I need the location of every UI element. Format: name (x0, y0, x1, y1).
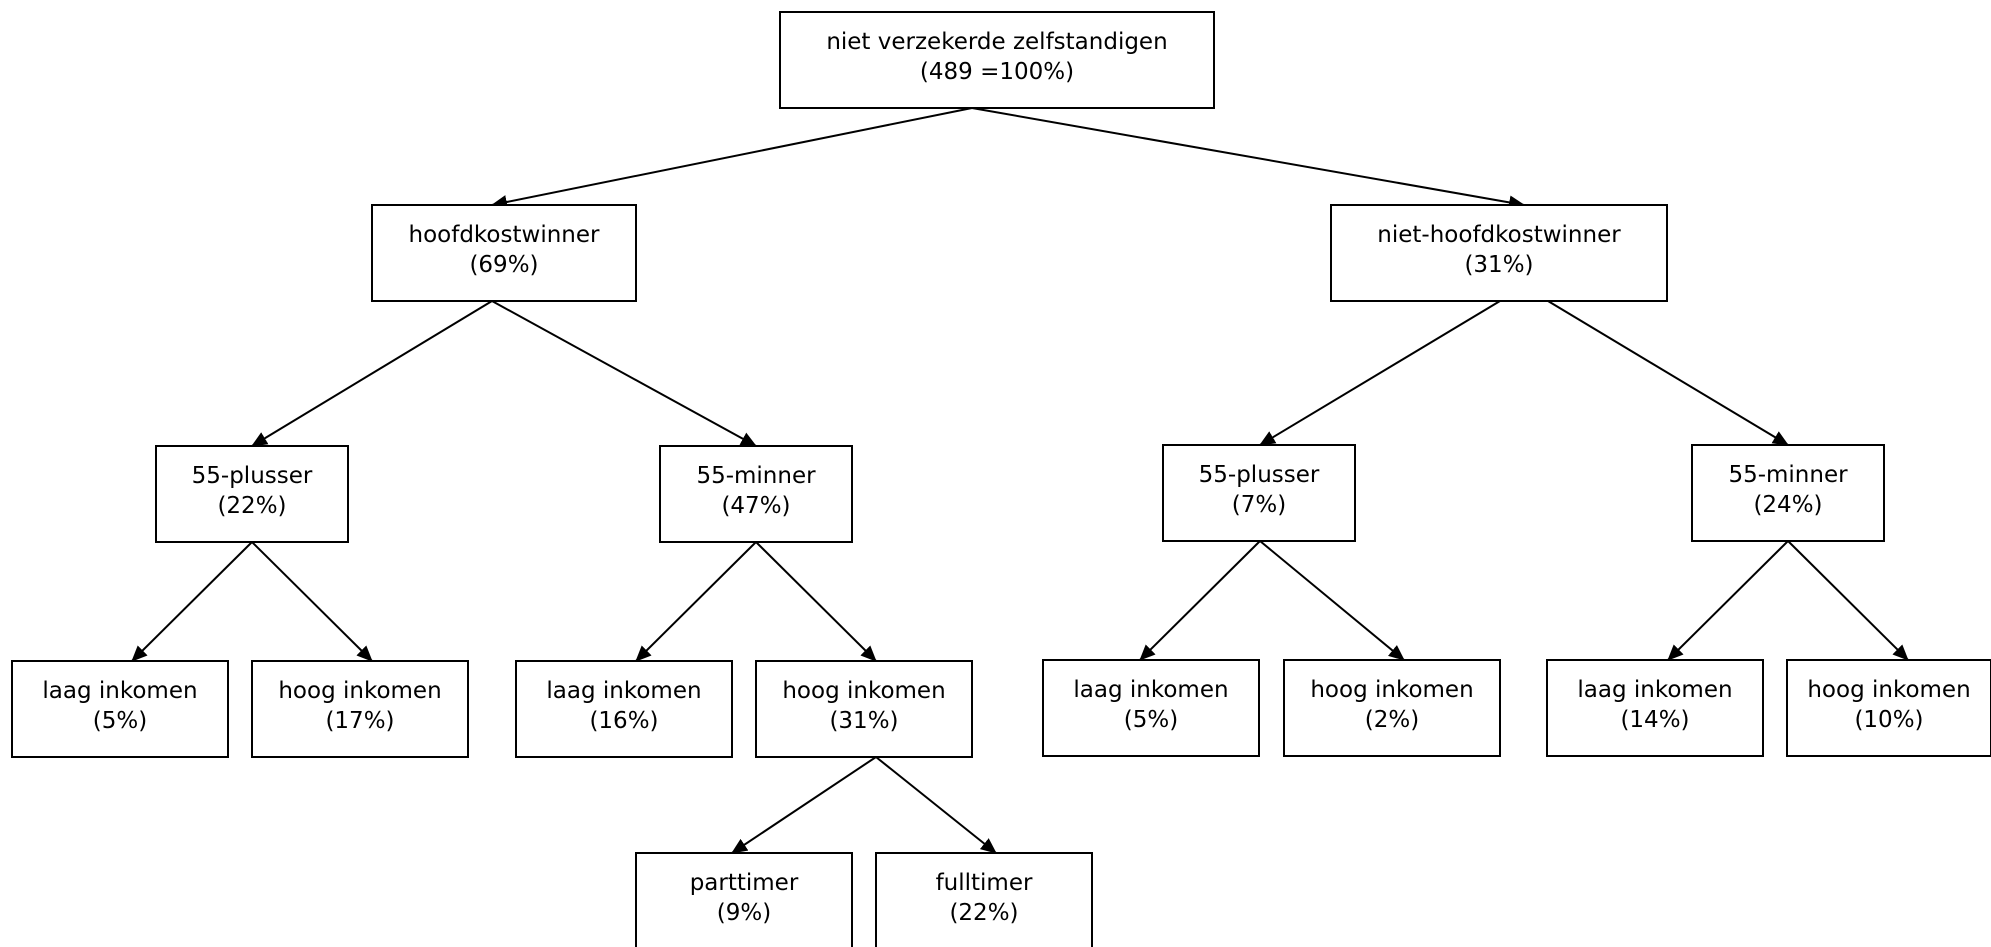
node-label: hoog inkomen (782, 678, 945, 704)
edge-hk-min-hoog-to-parttimer (731, 756, 877, 854)
node-value: (69%) (469, 252, 538, 278)
node-box (1042, 659, 1260, 757)
node-value: (47%) (721, 493, 790, 519)
node-label: niet verzekerde zelfstandigen (826, 29, 1167, 55)
node-box (659, 445, 853, 543)
node-hk-plus-laag: laag inkomen (5%) (11, 660, 229, 758)
node-label: hoog inkomen (1807, 677, 1970, 703)
node-value: (489 =100%) (920, 59, 1074, 85)
nodes-layer: niet verzekerde zelfstandigen (489 =100%)… (11, 11, 1991, 947)
edge-hk-55-minner-to-hk-min-laag (635, 541, 757, 662)
node-box (779, 11, 1215, 109)
edge-hoofdkostwinner-to-hk-55-plusser (251, 300, 493, 447)
node-nhk-plus-hoog: hoog inkomen (2%) (1283, 659, 1501, 757)
node-box (635, 852, 853, 947)
edge-niet-hoofdkostwinner-to-nhk-55-minner (1547, 300, 1789, 446)
edge-nhk-55-plusser-to-nhk-plus-laag (1139, 540, 1261, 661)
node-box (515, 660, 733, 758)
node-value: (31%) (829, 708, 898, 734)
node-niet-hoofdkostwinner: niet-hoofdkostwinner (31%) (1330, 204, 1668, 302)
node-value: (7%) (1232, 492, 1286, 518)
node-label: laag inkomen (42, 678, 197, 704)
node-hoofdkostwinner: hoofdkostwinner (69%) (371, 204, 637, 302)
node-value: (9%) (717, 900, 771, 926)
node-box (1546, 659, 1764, 757)
node-nhk-55-minner: 55-minner (24%) (1691, 444, 1885, 542)
node-nhk-min-hoog: hoog inkomen (10%) (1786, 659, 1991, 757)
edge-hk-55-plusser-to-hk-plus-laag (131, 541, 253, 662)
node-box (1786, 659, 1991, 757)
node-hk-min-hoog: hoog inkomen (31%) (755, 660, 973, 758)
node-box (1330, 204, 1668, 302)
node-value: (22%) (217, 493, 286, 519)
node-nhk-plus-laag: laag inkomen (5%) (1042, 659, 1260, 757)
edge-nhk-55-plusser-to-nhk-plus-hoog (1259, 540, 1405, 661)
node-label: hoofdkostwinner (409, 222, 600, 248)
node-box (11, 660, 229, 758)
node-box (1283, 659, 1501, 757)
node-label: 55-plusser (1199, 462, 1320, 488)
node-fulltimer: fulltimer (22%) (875, 852, 1093, 947)
node-value: (5%) (93, 708, 147, 734)
node-nhk-55-plusser: 55-plusser (7%) (1162, 444, 1356, 542)
edge-hk-55-plusser-to-hk-plus-hoog (251, 541, 373, 662)
node-label: fulltimer (936, 870, 1033, 896)
node-label: laag inkomen (546, 678, 701, 704)
node-nhk-min-laag: laag inkomen (14%) (1546, 659, 1764, 757)
node-label: hoog inkomen (1310, 677, 1473, 703)
node-label: hoog inkomen (278, 678, 441, 704)
node-root: niet verzekerde zelfstandigen (489 =100%) (779, 11, 1215, 109)
node-label: 55-plusser (192, 463, 313, 489)
node-value: (10%) (1854, 707, 1923, 733)
node-box (875, 852, 1093, 947)
edge-root-to-hoofdkostwinner (491, 107, 973, 209)
node-label: 55-minner (696, 463, 816, 489)
node-label: 55-minner (1728, 462, 1848, 488)
edge-hoofdkostwinner-to-hk-55-minner (491, 300, 757, 447)
node-box (251, 660, 469, 758)
node-value: (14%) (1620, 707, 1689, 733)
node-value: (24%) (1753, 492, 1822, 518)
node-hk-55-plusser: 55-plusser (22%) (155, 445, 349, 543)
node-box (1691, 444, 1885, 542)
node-value: (16%) (589, 708, 658, 734)
node-box (755, 660, 973, 758)
edge-hk-min-hoog-to-fulltimer (875, 756, 997, 854)
node-value: (17%) (325, 708, 394, 734)
edge-root-to-niet-hoofdkostwinner (971, 107, 1525, 210)
node-parttimer: parttimer (9%) (635, 852, 853, 947)
edge-niet-hoofdkostwinner-to-nhk-55-plusser (1259, 300, 1501, 446)
node-hk-plus-hoog: hoog inkomen (17%) (251, 660, 469, 758)
node-value: (5%) (1124, 707, 1178, 733)
node-value: (22%) (949, 900, 1018, 926)
edge-hk-55-minner-to-hk-min-hoog (755, 541, 877, 662)
node-box (155, 445, 349, 543)
edge-nhk-55-minner-to-nhk-min-laag (1667, 540, 1789, 661)
node-hk-55-minner: 55-minner (47%) (659, 445, 853, 543)
node-hk-min-laag: laag inkomen (16%) (515, 660, 733, 758)
node-label: niet-hoofdkostwinner (1377, 222, 1621, 248)
edge-nhk-55-minner-to-nhk-min-hoog (1787, 540, 1909, 661)
node-label: laag inkomen (1577, 677, 1732, 703)
node-box (1162, 444, 1356, 542)
node-box (371, 204, 637, 302)
node-value: (31%) (1464, 252, 1533, 278)
edges-layer (131, 107, 1909, 854)
node-value: (2%) (1365, 707, 1419, 733)
node-label: parttimer (690, 870, 799, 896)
node-label: laag inkomen (1073, 677, 1228, 703)
